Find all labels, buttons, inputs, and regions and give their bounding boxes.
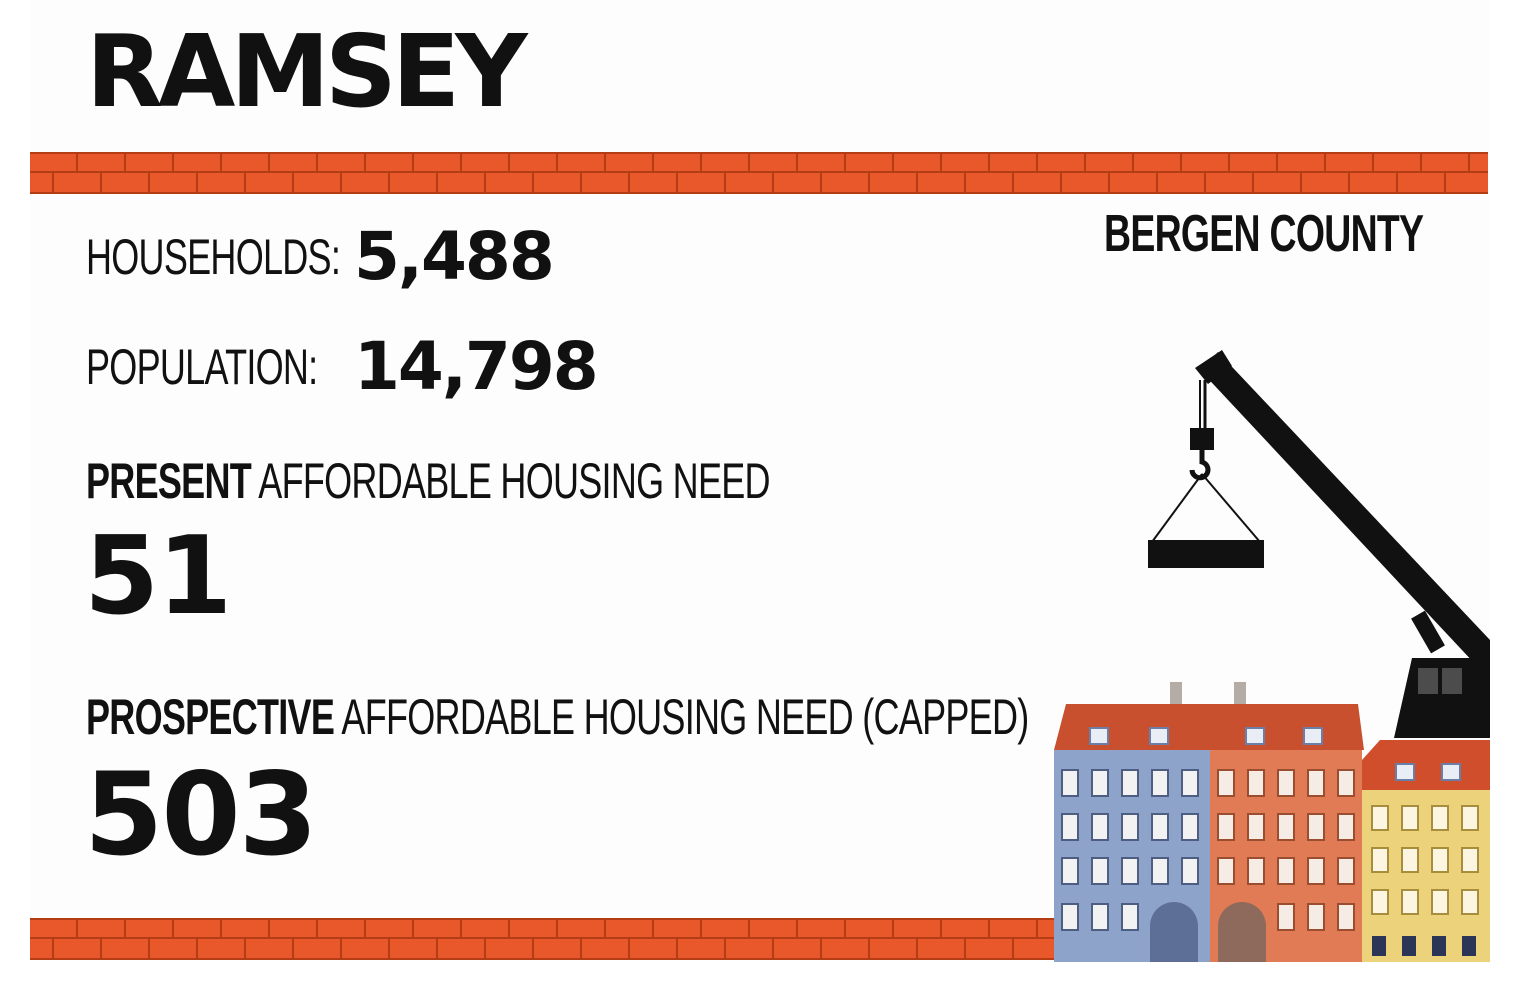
- present-need-value: 51: [84, 514, 232, 639]
- prospective-need-label: PROSPECTIVE AFFORDABLE HOUSING NEED (CAP…: [86, 688, 1029, 746]
- present-need-label-bold: PRESENT: [86, 453, 252, 509]
- prospective-need-label-rest: AFFORDABLE HOUSING NEED (CAPPED): [334, 689, 1029, 745]
- buildings-icon: [1054, 682, 1490, 962]
- population-label: POPULATION:: [86, 339, 318, 395]
- county-label: BERGEN COUNTY: [1104, 205, 1424, 263]
- crane-icon: [1148, 350, 1490, 738]
- present-need-label: PRESENT AFFORDABLE HOUSING NEED: [86, 452, 771, 510]
- population-value: 14,798: [354, 328, 599, 405]
- present-need-label-rest: AFFORDABLE HOUSING NEED: [251, 453, 770, 509]
- prospective-need-label-bold: PROSPECTIVE: [86, 689, 335, 745]
- households-value: 5,488: [354, 218, 555, 295]
- brick-wall-bottom-icon: [30, 918, 1060, 960]
- construction-illustration: [1054, 350, 1490, 962]
- households-label: HOUSEHOLDS:: [86, 229, 341, 285]
- brick-wall-top-icon: [30, 152, 1488, 194]
- prospective-need-value: 503: [84, 748, 318, 881]
- town-title: RAMSEY: [86, 13, 528, 130]
